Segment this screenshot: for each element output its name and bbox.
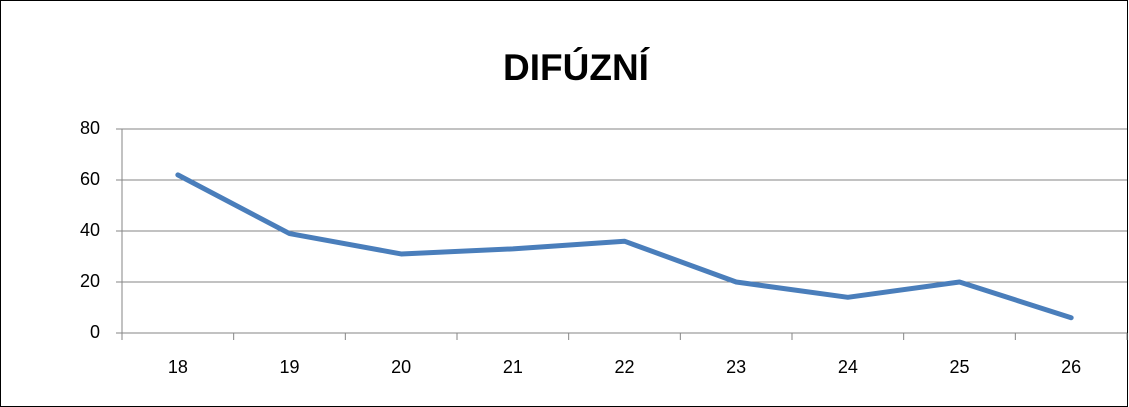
x-tick-label: 20 — [391, 357, 411, 377]
x-tick-label: 23 — [726, 357, 746, 377]
x-tick-label: 26 — [1061, 357, 1081, 377]
y-tick-label: 40 — [80, 220, 100, 240]
x-tick-label: 25 — [949, 357, 969, 377]
x-tick-label: 19 — [279, 357, 299, 377]
y-tick-label: 80 — [80, 118, 100, 138]
x-tick-label: 22 — [614, 357, 634, 377]
y-tick-label: 60 — [80, 169, 100, 189]
x-tick-label: 21 — [503, 357, 523, 377]
chart-title: DIFÚZNÍ — [503, 46, 651, 88]
x-tick-label: 24 — [838, 357, 858, 377]
x-tick-label: 18 — [168, 357, 188, 377]
y-tick-label: 20 — [80, 271, 100, 291]
line-series — [175, 172, 1074, 321]
y-tick-label: 0 — [90, 322, 100, 342]
